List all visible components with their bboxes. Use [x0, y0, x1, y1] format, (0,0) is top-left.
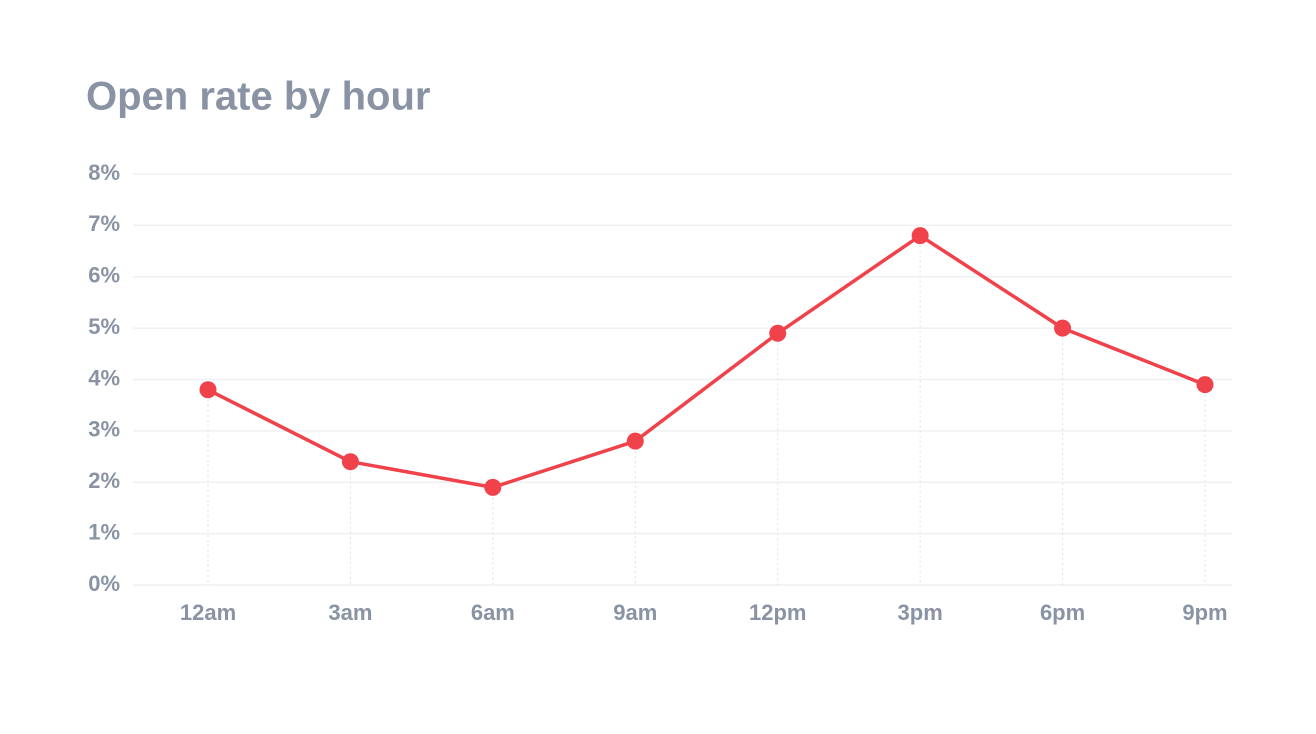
y-tick-label: 6%	[88, 263, 120, 288]
y-tick-label: 8%	[88, 160, 120, 185]
y-tick-label: 4%	[88, 365, 120, 390]
chart-title: Open rate by hour	[86, 75, 431, 119]
point	[1054, 319, 1072, 337]
x-tick-label: 12am	[180, 600, 236, 625]
point	[626, 432, 644, 450]
point	[769, 324, 787, 342]
point	[1196, 376, 1214, 394]
y-tick-label: 1%	[88, 519, 120, 544]
y-tick-label: 7%	[88, 211, 120, 236]
x-tick-label: 3am	[328, 600, 372, 625]
y-tick-label: 2%	[88, 468, 120, 493]
x-tick-label: 9am	[613, 600, 657, 625]
x-tick-label: 6am	[471, 600, 515, 625]
y-tick-label: 3%	[88, 417, 120, 442]
x-tick-label: 3pm	[898, 600, 943, 625]
point	[341, 453, 359, 471]
line	[207, 233, 1206, 490]
y-tick-label: 0%	[88, 571, 120, 596]
point	[199, 381, 217, 399]
x-tick-label: 9pm	[1182, 600, 1227, 625]
point	[911, 227, 929, 245]
y-tick-label: 5%	[88, 314, 120, 339]
x-tick-label: 6pm	[1040, 600, 1085, 625]
x-tick-label: 12pm	[749, 600, 806, 625]
point	[484, 478, 502, 496]
